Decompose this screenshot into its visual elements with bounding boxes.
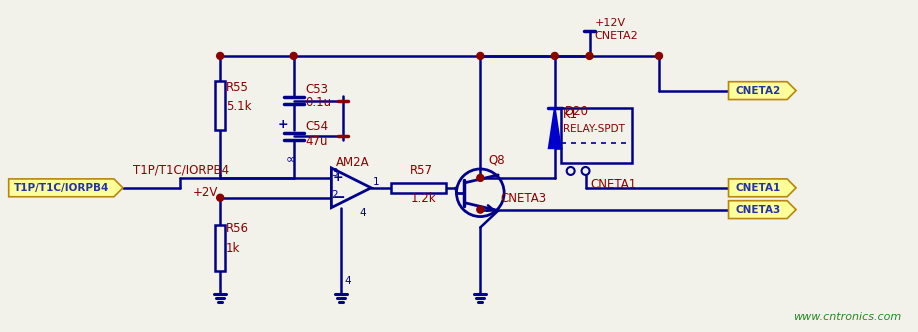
- Text: R57: R57: [410, 164, 433, 177]
- Text: CNETA3: CNETA3: [500, 192, 546, 205]
- Text: 3: 3: [331, 168, 338, 178]
- Text: R55: R55: [226, 81, 249, 94]
- Circle shape: [586, 52, 593, 59]
- Polygon shape: [729, 82, 796, 100]
- Bar: [561, 109, 633, 163]
- Circle shape: [217, 194, 224, 201]
- Text: +2V: +2V: [193, 186, 218, 199]
- Text: R56: R56: [226, 222, 249, 235]
- Text: C54: C54: [306, 120, 329, 133]
- Bar: [215, 224, 225, 271]
- Text: T1P/T1C/IORPB4: T1P/T1C/IORPB4: [14, 183, 109, 193]
- Text: T1P/T1C/IORPB4: T1P/T1C/IORPB4: [133, 164, 229, 177]
- Text: +: +: [278, 118, 288, 131]
- Text: K1: K1: [563, 109, 577, 122]
- Text: RELAY-SPDT: RELAY-SPDT: [563, 124, 624, 134]
- Polygon shape: [8, 179, 123, 197]
- Text: D20: D20: [565, 106, 588, 119]
- Bar: [215, 81, 225, 130]
- Text: 1.2k: 1.2k: [410, 192, 436, 205]
- Text: 5.1k: 5.1k: [226, 101, 252, 114]
- Polygon shape: [331, 168, 371, 208]
- Text: CNETA1: CNETA1: [735, 183, 781, 193]
- Polygon shape: [729, 201, 796, 218]
- Text: CNETA1: CNETA1: [590, 178, 637, 191]
- Bar: [391, 183, 445, 193]
- Text: C53: C53: [306, 83, 329, 96]
- Text: 1k: 1k: [226, 242, 241, 255]
- Text: Q8: Q8: [488, 153, 505, 166]
- Text: 47u: 47u: [306, 135, 328, 148]
- Text: AM2A: AM2A: [336, 156, 370, 169]
- Text: 0.1u: 0.1u: [306, 96, 331, 109]
- Polygon shape: [549, 109, 561, 148]
- Text: CNETA2: CNETA2: [595, 31, 638, 41]
- Circle shape: [217, 52, 224, 59]
- Text: ∞: ∞: [285, 152, 297, 165]
- Text: 1: 1: [373, 177, 380, 187]
- Text: +: +: [333, 171, 343, 184]
- Text: 4: 4: [344, 276, 351, 286]
- Text: −: −: [332, 190, 344, 205]
- Circle shape: [552, 52, 558, 59]
- Circle shape: [476, 52, 484, 59]
- Text: 4: 4: [359, 208, 365, 217]
- Circle shape: [476, 174, 484, 181]
- Text: CNETA2: CNETA2: [735, 86, 781, 96]
- Circle shape: [290, 52, 297, 59]
- Circle shape: [476, 206, 484, 213]
- Text: 2: 2: [331, 190, 338, 200]
- Polygon shape: [729, 179, 796, 197]
- Text: +12V: +12V: [595, 18, 625, 28]
- Circle shape: [655, 52, 663, 59]
- Text: CNETA3: CNETA3: [735, 205, 781, 214]
- Text: www.cntronics.com: www.cntronics.com: [793, 312, 901, 322]
